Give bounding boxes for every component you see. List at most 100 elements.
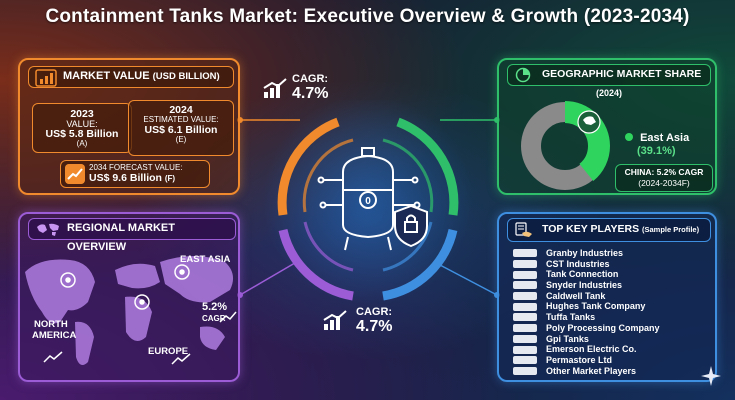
- key-players-note: (Sample Profile): [642, 225, 700, 234]
- company-logo-icon: [513, 281, 537, 290]
- key-player-name: Other Market Players: [546, 365, 637, 376]
- value-2024-tag: (E): [175, 135, 187, 144]
- value-2034-label: 2034 FORECAST VALUE:: [89, 163, 183, 172]
- cagr-top-label: CAGR:: [292, 73, 329, 85]
- value-2023-box: 2023 VALUE: US$ 5.8 Billion (A): [32, 103, 132, 153]
- donut-east-asia-slice: [520, 101, 610, 191]
- key-players-title: TOP KEY PLAYERS: [542, 223, 640, 235]
- trend-up-icon: [43, 351, 63, 363]
- value-2034-tag: (F): [164, 174, 176, 183]
- key-players-list: Granby Industries CST Industries Tank Conn…: [513, 248, 713, 376]
- region-east-asia-cagr-label: CAGR: [202, 314, 226, 323]
- geographic-title: GEOGRAPHIC MARKET SHARE: [542, 68, 702, 80]
- map-pin-icon: [134, 294, 150, 310]
- key-player-name: Poly Processing Company: [546, 322, 660, 333]
- trend-up-icon: [65, 164, 85, 184]
- sparkle-icon: [701, 366, 721, 386]
- key-player-item: Snyder Industries: [513, 280, 713, 291]
- key-player-item: Emerson Electric Co.: [513, 344, 713, 355]
- key-players-panel: TOP KEY PLAYERS (Sample Profile) Granby …: [497, 212, 717, 382]
- key-player-name: CST Industries: [546, 258, 610, 269]
- growth-chart-icon: [323, 310, 347, 330]
- legend-dot: [625, 133, 633, 141]
- trend-up-icon: [219, 311, 237, 323]
- company-logo-icon: [513, 324, 537, 333]
- value-2024-box: 2024 ESTIMATED VALUE: US$ 6.1 Billion (E…: [128, 100, 234, 156]
- ring-arc-orange: [277, 117, 340, 216]
- key-player-item: Caldwell Tank: [513, 291, 713, 302]
- market-value-title: MARKET VALUE: [63, 70, 150, 82]
- value-2023-amount: US$ 5.8 Billion: [45, 128, 119, 140]
- trend-up-icon: [171, 353, 191, 365]
- key-player-item: Other Market Players: [513, 366, 713, 377]
- company-logo-icon: [513, 356, 537, 365]
- key-player-name: Snyder Industries: [546, 280, 623, 291]
- company-logo-icon: [513, 334, 537, 343]
- ring-arc-purple: [278, 228, 354, 301]
- east-asia-row: East Asia: [625, 132, 689, 145]
- map-pin-icon: [174, 264, 190, 280]
- value-2023-tag: (A): [76, 139, 88, 148]
- regional-title: REGIONAL MARKET OVERVIEW: [67, 222, 175, 253]
- region-europe-label: EUROPE: [148, 346, 189, 357]
- cagr-bottom-label: CAGR:: [356, 306, 393, 318]
- key-player-item: Poly Processing Company: [513, 323, 713, 334]
- key-player-item: Granby Industries: [513, 248, 713, 259]
- key-player-name: Permastore Ltd: [546, 354, 613, 365]
- map-pin-icon: [60, 272, 76, 288]
- region-east-asia-label: EAST ASIA: [180, 254, 231, 265]
- svg-text:0: 0: [365, 196, 371, 207]
- geographic-year: (2024): [595, 88, 622, 98]
- ring-arc-blue: [382, 228, 458, 301]
- page-title: Containment Tanks Market: Executive Over…: [45, 6, 690, 27]
- cagr-top: CAGR: 4.7%: [292, 73, 328, 102]
- cagr-bottom: CAGR: 4.7%: [356, 306, 392, 335]
- east-asia-map-icon: [577, 110, 601, 134]
- key-player-item: Hughes Tank Company: [513, 301, 713, 312]
- region-north-america-label-2: AMERICA: [32, 330, 77, 341]
- regional-heading: REGIONAL MARKET OVERVIEW: [28, 218, 236, 253]
- value-2024-year: 2024: [169, 104, 193, 116]
- bar-chart-icon: [35, 69, 57, 87]
- cagr-top-value: 4.7%: [292, 85, 329, 102]
- key-player-name: Granby Industries: [546, 248, 624, 258]
- value-2023-year: 2023: [70, 108, 94, 120]
- geographic-heading: GEOGRAPHIC MARKET SHARE: [507, 64, 711, 86]
- handshake-icon: [515, 222, 532, 237]
- value-2023-label: VALUE:: [66, 119, 98, 129]
- growth-chart-icon: [263, 78, 287, 98]
- key-player-name: Emerson Electric Co.: [546, 344, 637, 355]
- world-map: [25, 256, 237, 366]
- company-logo-icon: [513, 260, 537, 269]
- company-logo-icon: [513, 366, 537, 375]
- east-asia-region: East Asia: [640, 132, 690, 144]
- company-logo-icon: [513, 302, 537, 311]
- company-logo-icon: [513, 270, 537, 279]
- market-value-panel: MARKET VALUE (USD BILLION) 2023 VALUE: U…: [18, 58, 240, 195]
- key-player-name: Hughes Tank Company: [546, 301, 646, 312]
- cagr-bottom-value: 4.7%: [356, 318, 393, 335]
- east-asia-percent: (39.1%): [637, 145, 676, 157]
- company-logo-icon: [513, 292, 537, 301]
- company-logo-icon: [513, 313, 537, 322]
- key-player-item: Tuffa Tanks: [513, 312, 713, 323]
- regional-overview-panel: REGIONAL MARKET OVERVIEW EAST ASIA 5.2% …: [18, 212, 240, 382]
- ring-arc-green: [396, 117, 459, 216]
- region-east-asia-cagr: 5.2%: [202, 301, 228, 313]
- key-player-name: Gpi Tanks: [546, 333, 589, 344]
- value-2034-amount: US$ 9.6 Billion: [89, 172, 162, 184]
- key-player-item: Permastore Ltd: [513, 355, 713, 366]
- key-player-item: CST Industries: [513, 259, 713, 270]
- china-cagr-line2: (2024-2034F): [638, 178, 690, 188]
- key-player-name: Caldwell Tank: [546, 290, 606, 301]
- pie-chart-icon: [515, 67, 531, 83]
- key-player-item: Gpi Tanks: [513, 334, 713, 345]
- world-map-icon: [37, 223, 59, 236]
- value-2034-amount-row: US$ 9.6 Billion (F): [89, 173, 209, 184]
- value-2024-label: ESTIMATED VALUE:: [143, 115, 219, 124]
- tank-icon: 0: [317, 147, 421, 251]
- central-graphic: 0: [263, 100, 473, 305]
- east-asia-share: East Asia (39.1%): [625, 132, 689, 158]
- key-players-heading: TOP KEY PLAYERS (Sample Profile): [507, 218, 711, 242]
- market-value-heading: MARKET VALUE (USD BILLION): [28, 66, 234, 88]
